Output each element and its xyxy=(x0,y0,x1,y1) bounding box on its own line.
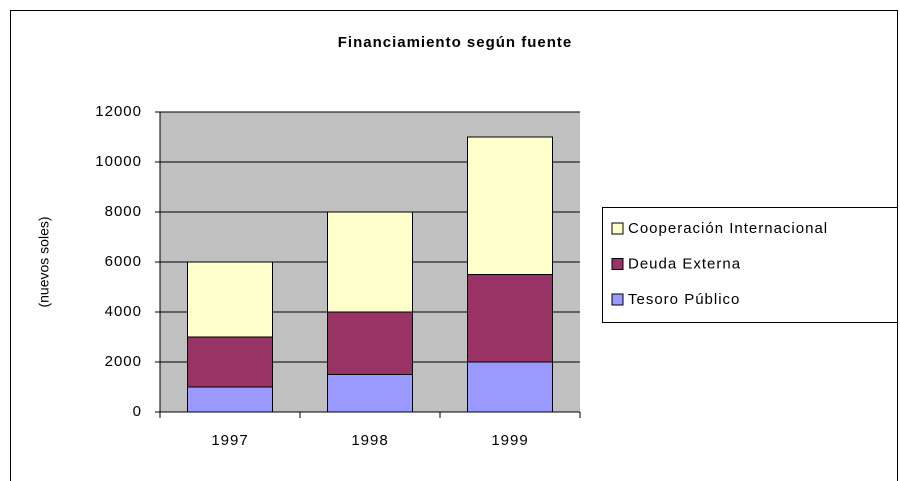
bar-segment xyxy=(327,374,413,413)
bar-segment xyxy=(327,211,413,313)
y-tick-label: 4000 xyxy=(105,303,142,320)
legend-box xyxy=(602,207,898,323)
y-tick-label: 0 xyxy=(133,403,142,420)
y-tick-label: 2000 xyxy=(105,353,142,370)
bar-segment xyxy=(467,274,553,363)
legend-swatch xyxy=(611,293,624,306)
bar-segment xyxy=(467,136,553,275)
bar-segment xyxy=(187,386,273,413)
legend-label: Tesoro Público xyxy=(628,291,740,308)
x-tick-label: 1998 xyxy=(351,432,388,449)
bar-segment xyxy=(467,361,553,413)
x-tick-label: 1999 xyxy=(491,432,528,449)
bar-segment xyxy=(187,336,273,388)
y-tick-label: 8000 xyxy=(105,203,142,220)
y-tick-label: 6000 xyxy=(105,253,142,270)
x-tick-label: 1997 xyxy=(211,432,248,449)
chart-title: Financiamiento según fuente xyxy=(338,34,573,51)
legend-label: Deuda Externa xyxy=(628,255,741,272)
bar-segment xyxy=(187,261,273,338)
bar-segment xyxy=(327,311,413,375)
y-axis-label: (nuevos soles) xyxy=(36,216,52,307)
y-tick-label: 12000 xyxy=(95,103,142,120)
legend-swatch xyxy=(611,222,624,235)
legend-swatch xyxy=(611,258,624,270)
y-tick-label: 10000 xyxy=(95,153,142,170)
legend-label: Cooperación Internacional xyxy=(628,220,828,237)
